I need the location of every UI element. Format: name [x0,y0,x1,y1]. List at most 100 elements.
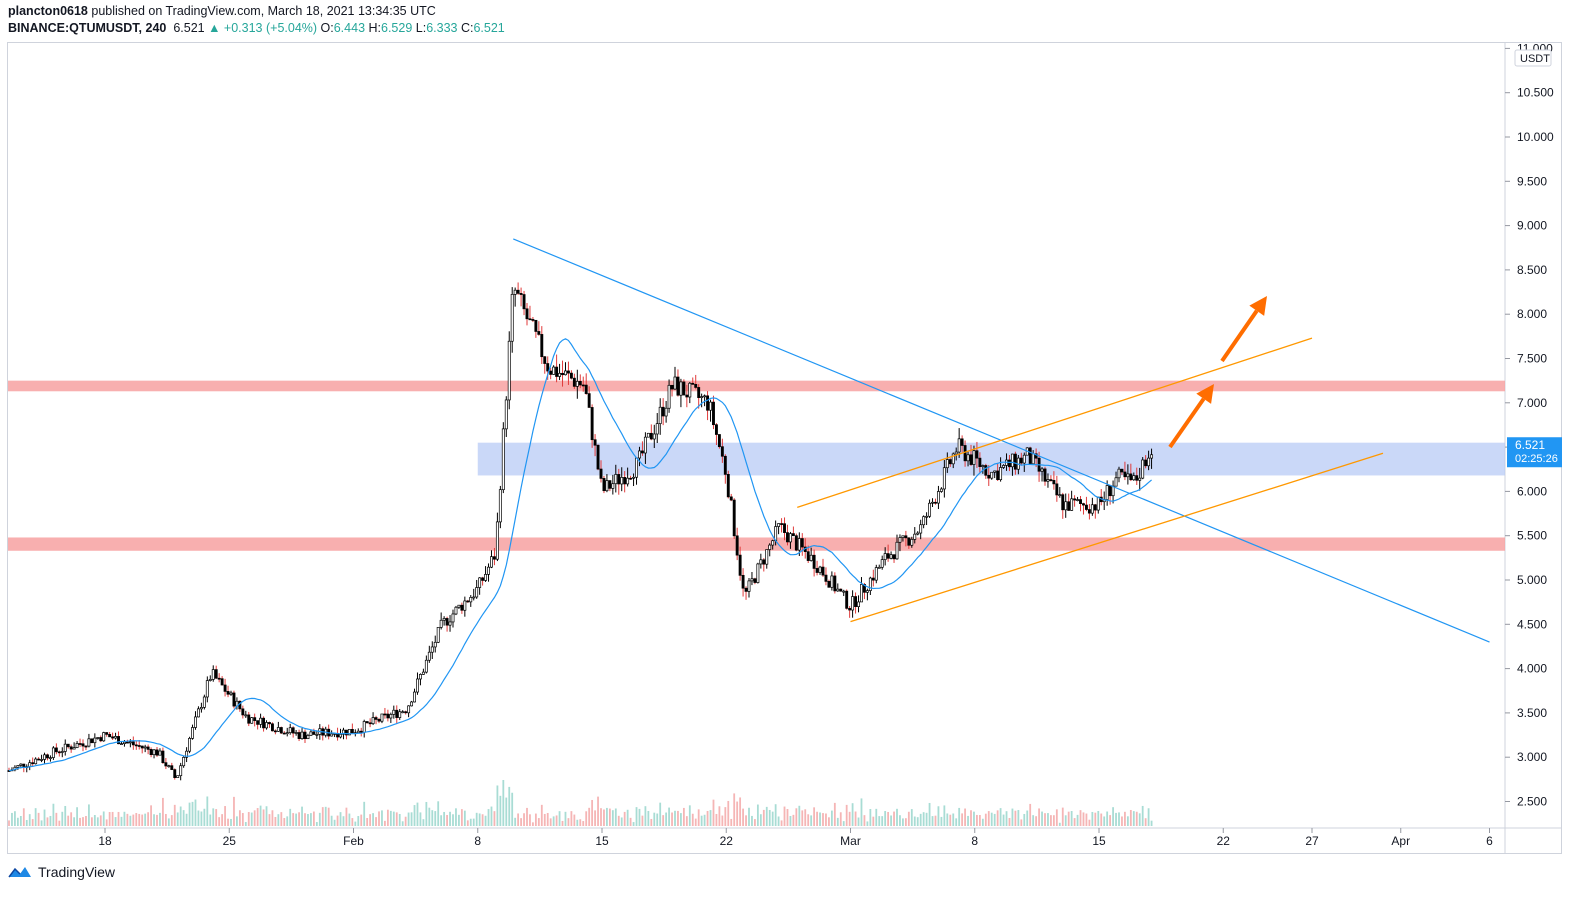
candle-body [208,679,212,681]
channel-lower-line[interactable] [850,452,1384,623]
volume-bar [274,816,277,826]
candle-body [96,737,100,739]
candle-body [1090,504,1094,514]
candle-body [1040,468,1044,472]
symbol-legend: BINANCE:QTUMUSDT, 240 6.521 ▲ +0.313 (+5… [8,21,505,35]
candle-body [134,744,138,747]
volume-bar [872,816,875,826]
volume-bar [748,807,750,826]
candle-body [1108,485,1112,497]
candle-body [34,758,38,765]
candle-body [552,366,556,375]
volume-bar [135,812,138,826]
volume-bar [632,822,635,826]
volume-bar [668,807,670,826]
volume-bar [904,818,907,826]
volume-bar [768,809,771,826]
candle-body [285,732,289,735]
volume-bar [1124,811,1126,826]
candle-body [504,399,508,430]
footer-brand[interactable]: TradingView [38,864,116,880]
candle-body [117,736,120,745]
volume-bar [144,813,147,826]
volume-bar [295,813,298,826]
close-label: C: [460,21,474,35]
volume-bar [413,805,416,826]
arrow-up-lower[interactable] [1168,384,1214,449]
candle-body [1096,496,1100,511]
volume-bar [718,806,721,826]
volume-bar [836,817,839,826]
candle-body [1055,483,1059,496]
candle-body [788,533,792,543]
volume-bar [1038,808,1040,826]
volume-bar [727,800,730,826]
author-name[interactable]: plancton0618 [8,4,88,18]
channel-upper-line[interactable] [797,337,1313,508]
volume-bar [31,819,34,826]
candle-body [747,580,751,592]
candle-body [664,407,668,417]
candle-body [125,741,129,744]
candle-body [741,574,745,589]
candle-body [223,684,227,692]
volume-bar [230,818,232,826]
volume-bar [946,813,949,826]
candle-body [350,729,354,734]
candle-body [179,765,183,777]
candle-body [886,553,890,559]
candle-body [549,370,553,375]
arrow-up-upper[interactable] [1220,296,1267,363]
candle-body [475,587,479,598]
volume-bar [1126,816,1129,826]
candle-body [842,590,846,593]
candle-body [211,669,215,680]
volume-bar [1035,816,1038,826]
candle-body [525,308,529,320]
volume-bar [691,813,694,826]
candle-body [51,747,55,758]
candle-body [694,384,698,388]
candle-body [398,711,402,718]
candle-body [608,480,612,489]
y-tick-label: 10.500 [1517,86,1554,100]
volume-bar [529,814,531,826]
candle-body [578,380,582,386]
volume-bar [508,786,511,826]
volume-bar [1088,819,1091,826]
candle-body [265,722,268,729]
candle-body [880,559,884,568]
candle-body [928,502,932,517]
candle-body [63,743,67,752]
y-tick-label: 4.500 [1517,617,1547,631]
volume-bar [659,802,662,826]
volume-bar [919,813,922,826]
volume-bar [603,809,605,826]
candle-body [868,577,872,591]
high-value: 6.529 [381,21,413,35]
publish-info: plancton0618 published on TradingView.co… [8,4,436,18]
volume-bar [55,812,58,826]
volume-bar [635,807,638,826]
candle-body [202,696,206,708]
volume-bar [28,814,31,826]
volume-bar [1085,813,1088,826]
candle-body [1129,473,1133,481]
candle-body [386,713,390,719]
candle-body [170,765,174,770]
volume-bar [366,817,369,826]
volume-bar [585,811,588,826]
candle-body [729,496,733,501]
volume-bar [833,802,836,826]
candle-body [416,678,419,693]
candle-body [919,524,923,534]
candle-body [111,736,115,739]
volume-bar [641,815,644,826]
volume-bar [67,815,70,826]
candle-body [256,720,260,725]
volume-bar [490,806,493,826]
volume-bar [682,807,685,826]
volume-bar [102,811,105,826]
candle-body [143,746,147,749]
